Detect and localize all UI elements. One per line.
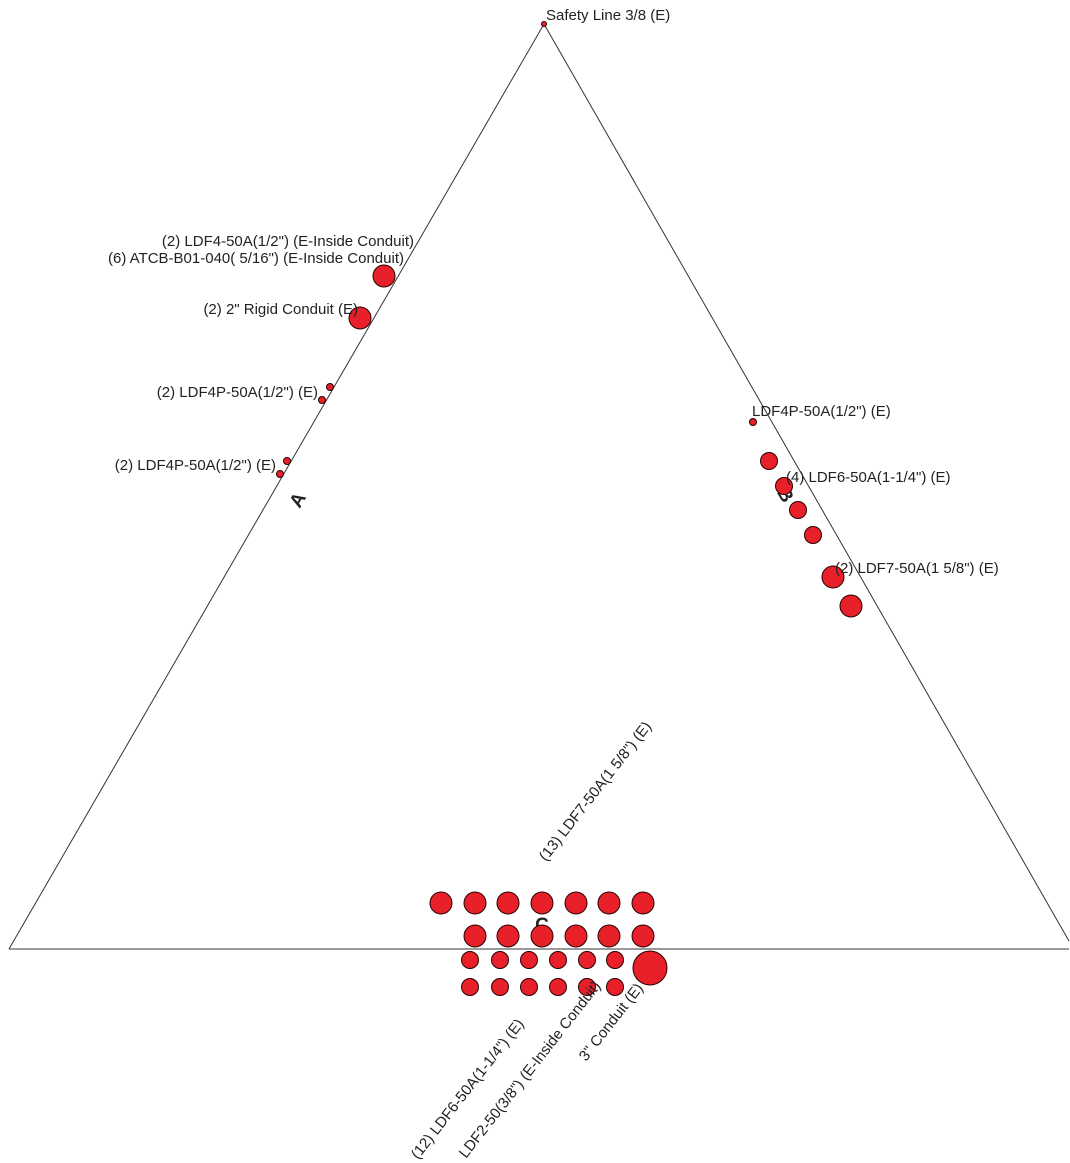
ldf6-dot [606, 978, 624, 996]
label-b2: (4) LDF6-50A(1-1/4") (E) [786, 469, 951, 486]
ldf7-dot [463, 891, 487, 915]
face-a-letter: A [286, 489, 311, 512]
label-a4: (2) LDF4P-50A(1/2") (E) [157, 384, 318, 401]
label-a5: (2) LDF4P-50A(1/2") (E) [115, 457, 276, 474]
ldf7-dot [530, 891, 554, 915]
ldf7-dot [530, 924, 554, 948]
ldf6-dot [775, 477, 793, 495]
ldf6-dot [461, 951, 479, 969]
ldf7-dot [564, 891, 588, 915]
label-b3: (2) LDF7-50A(1 5/8") (E) [835, 560, 999, 577]
ldf6-dot [789, 501, 807, 519]
ldf6-dot [491, 978, 509, 996]
ldf7-dot [496, 891, 520, 915]
label-safety-line: Safety Line 3/8 (E) [546, 7, 670, 24]
ldf7-dot [597, 924, 621, 948]
label-c1: (13) LDF7-50A(1 5/8") (E) [536, 718, 655, 864]
three-inch-conduit-dot [632, 950, 668, 986]
tower-outline [8, 23, 1070, 950]
ldf7-dot [429, 891, 453, 915]
ldf7-dot [631, 891, 655, 915]
ldf4p-dot [283, 457, 291, 465]
ldf7-dot [597, 891, 621, 915]
ldf4p-dot [326, 383, 334, 391]
label-a1: (2) LDF4-50A(1/2") (E-Inside Conduit) [162, 233, 414, 250]
ldf6-dot [520, 951, 538, 969]
safety-line-dot [541, 21, 547, 27]
ldf7-dot [496, 924, 520, 948]
ldf6-dot [461, 978, 479, 996]
face-a-lines [276, 264, 396, 478]
label-a3: (2) 2" Rigid Conduit (E) [203, 301, 358, 318]
ldf6-dot [760, 452, 778, 470]
ldf4p-dot [318, 396, 326, 404]
ldf4p-dot [276, 470, 284, 478]
face-b-edge [543, 23, 1070, 942]
ldf7-dot [463, 924, 487, 948]
ldf7-dot [839, 594, 863, 618]
ldf6-dot [606, 951, 624, 969]
ldf6-dot [549, 951, 567, 969]
face-a-edge [8, 23, 545, 950]
rigid-conduit-dot [348, 306, 372, 330]
ldf7-dot [631, 924, 655, 948]
ldf7-dot [821, 565, 845, 589]
ldf4p-dot [749, 418, 757, 426]
face-c-lines [429, 891, 655, 996]
ldf6-dot [578, 978, 596, 996]
ldf6-dot [520, 978, 538, 996]
ldf6-dot [578, 951, 596, 969]
conduit-dot [372, 264, 396, 288]
ldf6-dot [491, 951, 509, 969]
label-a2: (6) ATCB-B01-040( 5/16") (E-Inside Condu… [108, 250, 404, 267]
ldf6-dot [549, 978, 567, 996]
label-b1: LDF4P-50A(1/2") (E) [752, 403, 891, 420]
ldf7-dot [564, 924, 588, 948]
face-b-lines [749, 418, 863, 618]
ldf6-dot [804, 526, 822, 544]
